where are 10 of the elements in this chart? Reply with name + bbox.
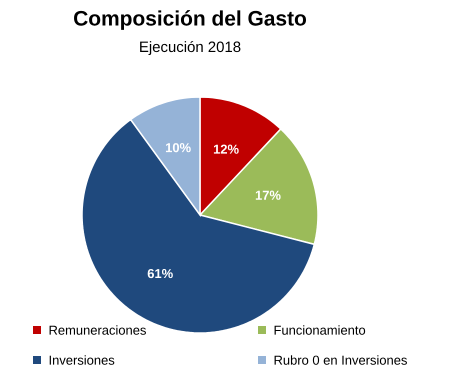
data-label: 61% [148,268,173,278]
legend-label: Inversiones [50,355,114,365]
chart-title: Composición del Gasto [74,10,306,30]
chart-subtitle: Ejecución 2018 [140,40,240,56]
legend-label: Rubro 0 en Inversiones [274,355,407,365]
data-label: 17% [256,190,281,200]
data-label: 10% [166,143,191,152]
legend-label: Remuneraciones [50,325,146,335]
data-label: 12% [214,144,239,154]
legend-label: Funcionamiento [274,325,366,335]
